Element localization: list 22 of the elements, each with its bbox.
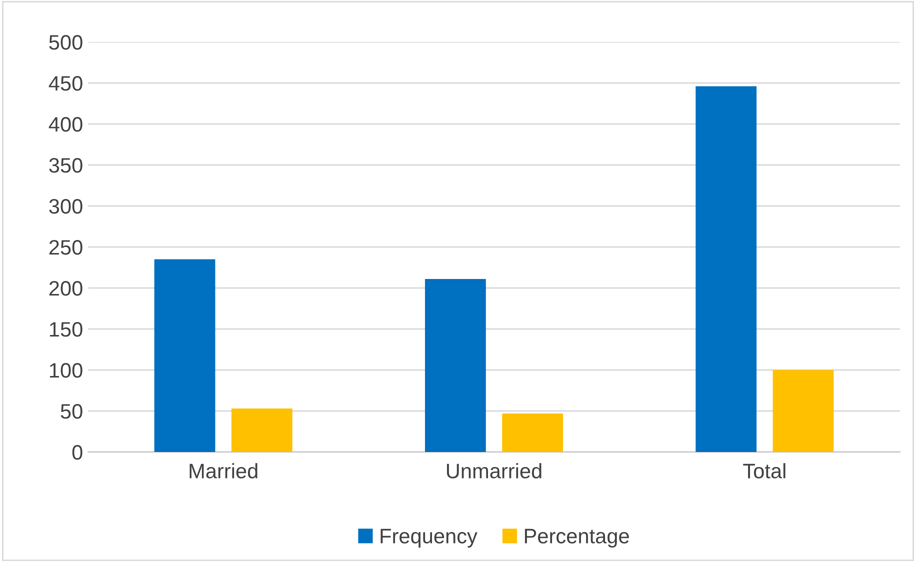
legend-label: Frequency: [380, 528, 478, 548]
y-tick-label: 500: [49, 35, 82, 50]
y-tick-label: 450: [48, 76, 82, 91]
y-tick-label: 0: [72, 445, 82, 460]
y-tick-label: 300: [49, 199, 82, 214]
y-tick-label: 250: [49, 240, 82, 255]
y-tick-label: 200: [49, 281, 82, 296]
y-tick-label: 50: [60, 404, 82, 419]
y-tick-label: 150: [50, 322, 82, 337]
bar: [231, 408, 292, 452]
x-tick-label: Total: [743, 463, 786, 478]
bar: [154, 259, 216, 452]
legend-label: Percentage: [524, 528, 629, 548]
y-tick-label: 350: [49, 158, 82, 173]
y-tick-label: 400: [48, 117, 82, 132]
bar: [696, 86, 757, 452]
y-tick-label: 100: [50, 363, 82, 378]
x-tick-label: Unmarried: [446, 463, 542, 478]
bar: [424, 278, 486, 452]
bar: [502, 413, 564, 452]
bar: [772, 370, 834, 452]
x-tick-label: Married: [190, 463, 258, 478]
